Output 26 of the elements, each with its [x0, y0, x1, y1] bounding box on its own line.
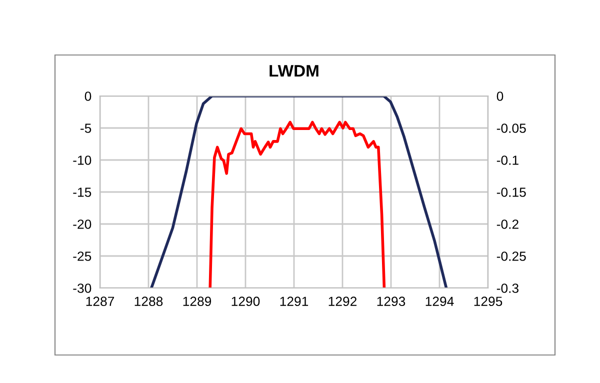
- y-tick-label: -20: [73, 220, 92, 229]
- chart-title: LWDM: [270, 65, 318, 77]
- x-tick-label: 1295: [474, 296, 502, 306]
- y2-tick-label: -0.3: [496, 284, 518, 293]
- y2-tick-label: -0.25: [496, 252, 526, 261]
- y-tick-label: 0: [84, 92, 92, 101]
- x-tick-label: 1289: [183, 296, 212, 306]
- y-tick-label: -25: [73, 252, 92, 261]
- y-tick-label: -10: [73, 156, 92, 165]
- x-tick-label: 1291: [280, 296, 308, 306]
- x-tick-label: 1294: [426, 296, 454, 306]
- x-tick-label: 1293: [377, 296, 406, 306]
- y2-tick-label: -0.15: [496, 188, 526, 197]
- x-tick-label: 1292: [328, 296, 357, 306]
- line-series: [208, 120, 386, 288]
- line-series: [150, 96, 448, 288]
- y2-tick-label: -0.1: [496, 156, 518, 165]
- x-tick-label: 1287: [86, 296, 114, 306]
- x-tick-label: 1288: [134, 296, 163, 306]
- y2-tick-label: 0: [496, 92, 504, 101]
- y-tick-label: -30: [73, 284, 92, 293]
- y2-tick-label: -0.2: [496, 220, 518, 229]
- y2-tick-label: -0.05: [496, 124, 526, 133]
- y-tick-label: -15: [73, 188, 92, 197]
- x-tick-label: 1290: [232, 296, 260, 306]
- y-tick-label: -5: [80, 124, 92, 133]
